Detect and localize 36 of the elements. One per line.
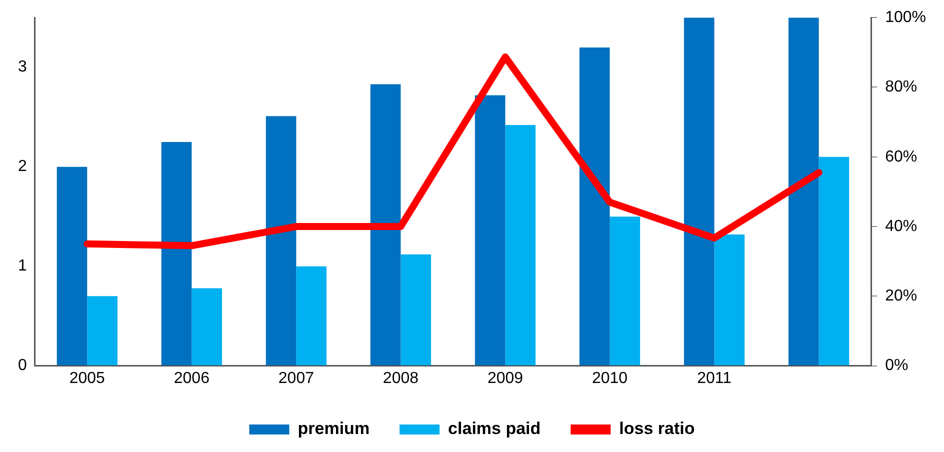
bar — [56, 166, 88, 366]
bar — [788, 18, 819, 366]
x-tick-label: 2005 — [69, 370, 106, 387]
y-tick-label: 3 — [18, 58, 27, 76]
bar — [579, 47, 610, 366]
bar — [192, 288, 222, 366]
bar — [505, 125, 536, 366]
bar — [818, 156, 850, 366]
x-tick-label: 2010 — [592, 370, 628, 387]
bar — [714, 234, 745, 366]
bar — [161, 142, 192, 366]
y2-tick-label: 40% — [885, 218, 918, 235]
y2-tick-label: 80% — [885, 78, 918, 96]
y2-tick-label: 20% — [885, 288, 918, 305]
x-tick-label: 2009 — [487, 370, 524, 387]
x-tick-label: 2011 — [697, 370, 732, 387]
bar — [400, 254, 432, 366]
legend-label: premium — [298, 419, 370, 438]
y-tick-label: 2 — [18, 158, 27, 176]
y2-tick-label: 100% — [885, 9, 926, 26]
legend-label: claims paid — [448, 419, 541, 438]
x-tick-label: 2008 — [382, 370, 419, 387]
y-tick-label: 1 — [18, 258, 27, 275]
bar — [474, 95, 506, 366]
bar — [266, 116, 296, 366]
bar — [684, 18, 714, 366]
y2-tick-label: 60% — [885, 148, 918, 166]
bar — [370, 84, 401, 366]
x-tick-label: 2007 — [278, 370, 314, 387]
legend-label: loss ratio — [619, 419, 695, 438]
y2-tick-label: 0% — [885, 357, 908, 374]
y-tick-label: 0 — [18, 357, 27, 374]
x-tick-label: 2006 — [174, 370, 210, 387]
bar — [87, 296, 118, 366]
bar — [296, 266, 327, 366]
bar — [610, 216, 640, 366]
